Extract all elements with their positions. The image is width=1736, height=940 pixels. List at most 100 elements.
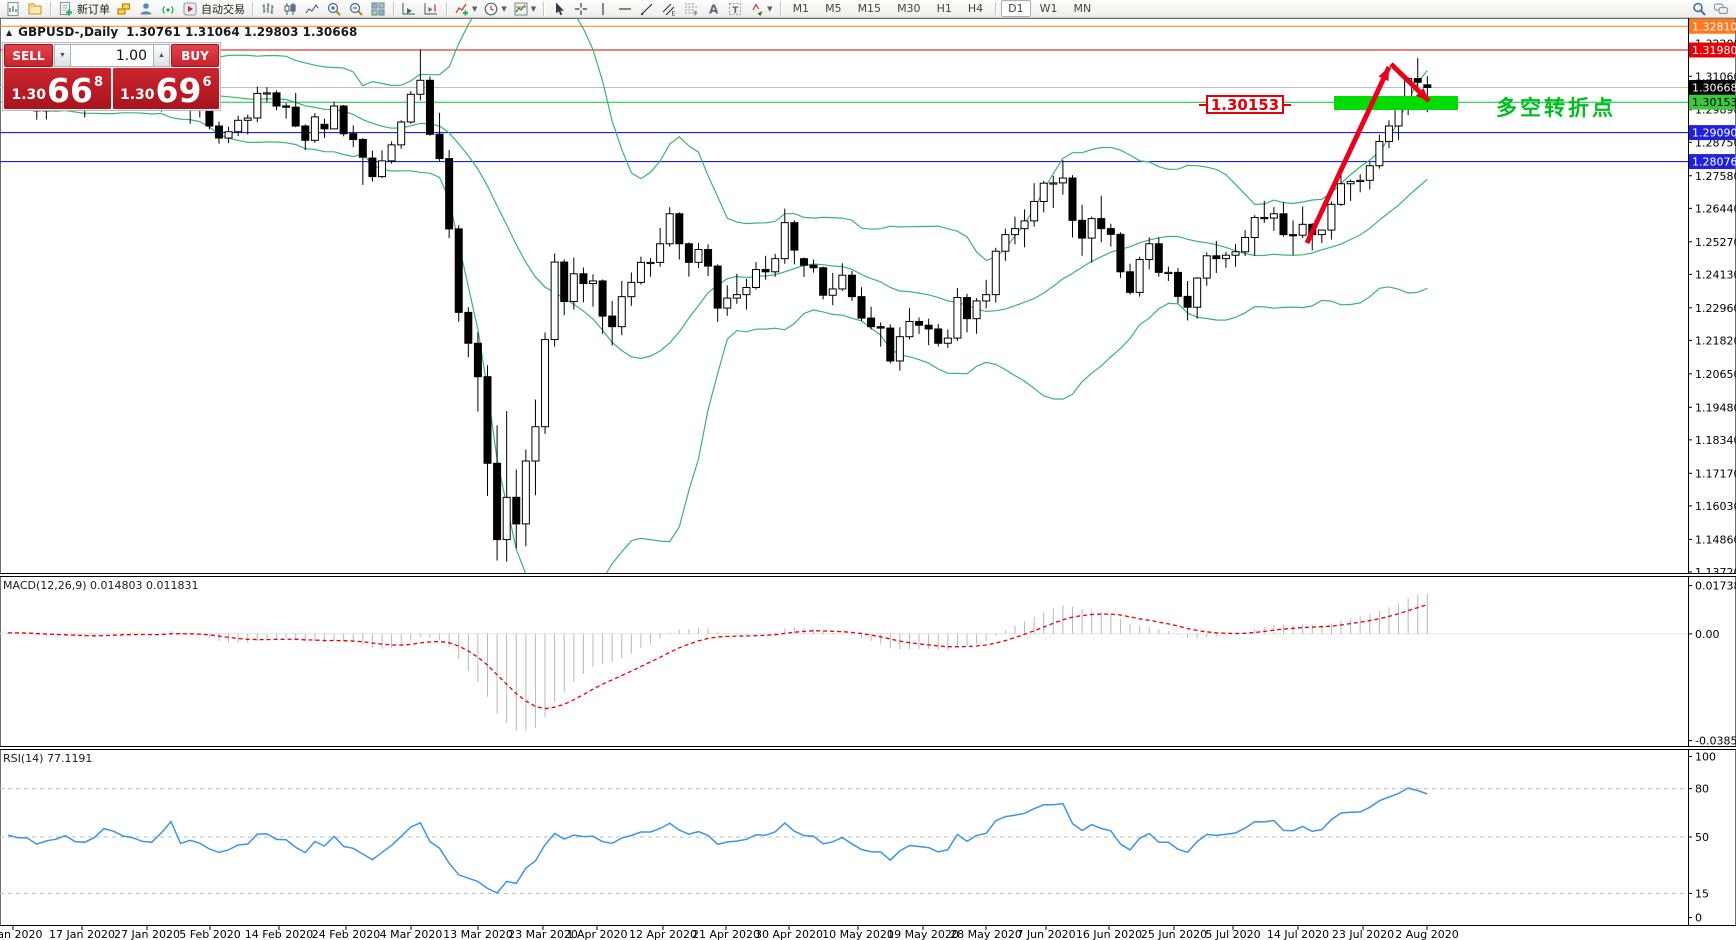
volume-decrease-button[interactable]: ▼ xyxy=(54,44,71,67)
crosshair-tool-button[interactable] xyxy=(571,0,591,17)
buy-button[interactable]: BUY xyxy=(171,44,219,67)
auto-scroll-button[interactable] xyxy=(399,0,419,17)
timeframe-w1-button[interactable]: W1 xyxy=(1039,2,1058,15)
templates-menu-button[interactable]: ▼ xyxy=(511,0,538,17)
text-tool-button[interactable]: A xyxy=(703,0,723,17)
new-chart-icon xyxy=(5,1,21,17)
candle-chart-mode-button[interactable] xyxy=(280,0,300,17)
channel-tool-icon: E xyxy=(661,1,677,17)
zoom-in-icon xyxy=(326,1,342,17)
chart-profiles-button[interactable] xyxy=(25,0,45,17)
buy-price-prefix: 1.30 xyxy=(119,87,155,103)
time-axis[interactable] xyxy=(0,926,1688,940)
indicators-menu-dropdown-icon[interactable]: ▼ xyxy=(472,4,478,13)
arrows-tool-button[interactable]: ▼ xyxy=(747,0,774,17)
buy-price-main: 69 xyxy=(155,71,202,110)
zoom-out-button[interactable] xyxy=(346,0,366,17)
periods-menu-button[interactable]: ▼ xyxy=(481,0,508,17)
toolbar-separator xyxy=(446,1,447,16)
auto-scroll-icon xyxy=(401,1,417,17)
new-chart-button[interactable] xyxy=(3,0,23,17)
toolbar-separator xyxy=(252,1,253,16)
search-button[interactable] xyxy=(1689,1,1709,18)
buy-price-pip: 6 xyxy=(202,75,212,90)
arrows-tool-dropdown-icon[interactable]: ▼ xyxy=(767,4,773,13)
news-signal-button[interactable] xyxy=(158,0,178,17)
line-chart-mode-button[interactable] xyxy=(302,0,322,17)
toolbar-separator xyxy=(779,1,781,16)
new-order-label: 新订单 xyxy=(77,2,110,16)
toolbar-items: 新订单 自动交易 ▼ ▼ ▼ E F A T ▼ M1 M5 M15 M30 H1 H4 D1 W1 MN xyxy=(2,0,1099,17)
svg-text:A: A xyxy=(709,2,719,16)
line-chart-mode-icon xyxy=(304,1,320,17)
market-icon xyxy=(116,1,132,17)
sell-button[interactable]: SELL xyxy=(4,44,53,67)
periods-menu-dropdown-icon[interactable]: ▼ xyxy=(501,4,507,13)
pane-splitter-macd[interactable] xyxy=(0,573,1688,578)
buy-price-display[interactable]: 1.30 69 6 xyxy=(112,68,219,110)
timeframe-m1-button[interactable]: M1 xyxy=(792,2,810,15)
periods-menu-icon xyxy=(483,1,499,17)
new-order-button[interactable]: 新订单 xyxy=(56,0,112,17)
market-button[interactable] xyxy=(114,0,134,17)
tile-windows-icon xyxy=(370,1,386,17)
text-tool-icon: A xyxy=(705,1,721,17)
cursor-tool-icon xyxy=(551,1,567,17)
chat-button[interactable] xyxy=(1711,1,1731,18)
news-signal-icon xyxy=(160,1,176,17)
autotrading-label: 自动交易 xyxy=(201,2,245,16)
templates-menu-dropdown-icon[interactable]: ▼ xyxy=(530,4,537,13)
autotrading-button[interactable]: 自动交易 xyxy=(180,0,247,17)
chart-area[interactable] xyxy=(0,18,1688,926)
channel-tool-button[interactable]: E xyxy=(659,0,679,17)
timeframe-m30-button[interactable]: M30 xyxy=(897,2,921,15)
sell-price-display[interactable]: 1.30 66 8 xyxy=(4,68,111,109)
rsi-pane-label: RSI(14) 77.1191 xyxy=(3,752,93,765)
collapse-panel-icon[interactable]: ▲ xyxy=(6,27,13,37)
timeframe-mn-button[interactable]: MN xyxy=(1073,2,1092,15)
volume-input[interactable] xyxy=(71,44,153,67)
sell-price-pip: 8 xyxy=(93,75,104,90)
volume-increase-button[interactable]: ▲ xyxy=(153,44,170,67)
templates-menu-icon xyxy=(513,1,529,17)
timeframe-h4-button[interactable]: H4 xyxy=(967,2,984,15)
sell-price-prefix: 1.30 xyxy=(11,87,47,103)
toolbar: 新订单 自动交易 ▼ ▼ ▼ E F A T ▼ M1 M5 M15 M30 H1 H4 D1 W1 MN xyxy=(0,0,1736,18)
sell-price-main: 66 xyxy=(47,71,93,110)
fibonacci-tool-button[interactable]: F xyxy=(681,0,701,17)
svg-text:T: T xyxy=(732,5,739,15)
svg-text:E: E xyxy=(672,10,676,17)
toolbar-separator xyxy=(543,1,545,16)
trendline-tool-button[interactable] xyxy=(637,0,657,17)
bar-chart-mode-icon xyxy=(260,1,276,17)
autotrading-icon xyxy=(182,1,198,17)
indicators-menu-button[interactable]: ▼ xyxy=(452,0,479,17)
bar-chart-mode-button[interactable] xyxy=(258,0,278,17)
timeframe-d1-button[interactable]: D1 xyxy=(1001,0,1031,17)
zoom-out-icon xyxy=(348,1,364,17)
toolbar-right-icons xyxy=(1688,0,1732,18)
horizontal-line-tool-button[interactable] xyxy=(615,0,635,17)
timeframe-h1-button[interactable]: H1 xyxy=(936,2,952,15)
text-label-tool-button[interactable]: T xyxy=(725,0,745,17)
pane-splitter-rsi[interactable] xyxy=(0,746,1688,751)
community-button[interactable] xyxy=(136,0,156,17)
price-axis[interactable] xyxy=(1688,18,1736,926)
vertical-line-tool-icon xyxy=(595,1,611,17)
chart-title: ▲ GBPUSD-,Daily 1.30761 1.31064 1.29803 … xyxy=(6,25,357,39)
vertical-line-tool-button[interactable] xyxy=(593,0,613,17)
toolbar-separator xyxy=(995,1,997,16)
timeframe-m15-button[interactable]: M15 xyxy=(857,2,882,15)
chart-shift-button[interactable] xyxy=(421,0,441,17)
zoom-in-button[interactable] xyxy=(324,0,344,17)
macd-pane-label: MACD(12,26,9) 0.014803 0.011831 xyxy=(3,579,199,592)
annotation-price-label[interactable]: 1.30153 xyxy=(1199,95,1291,114)
new-order-icon xyxy=(58,1,74,17)
annotation-note-text[interactable]: 多空转折点 xyxy=(1496,96,1616,120)
tile-windows-button[interactable] xyxy=(368,0,388,17)
timeframe-m5-button[interactable]: M5 xyxy=(825,2,842,15)
chart-profiles-icon xyxy=(27,1,43,17)
text-label-tool-icon: T xyxy=(727,1,743,17)
crosshair-tool-icon xyxy=(573,1,589,17)
cursor-tool-button[interactable] xyxy=(549,0,569,17)
